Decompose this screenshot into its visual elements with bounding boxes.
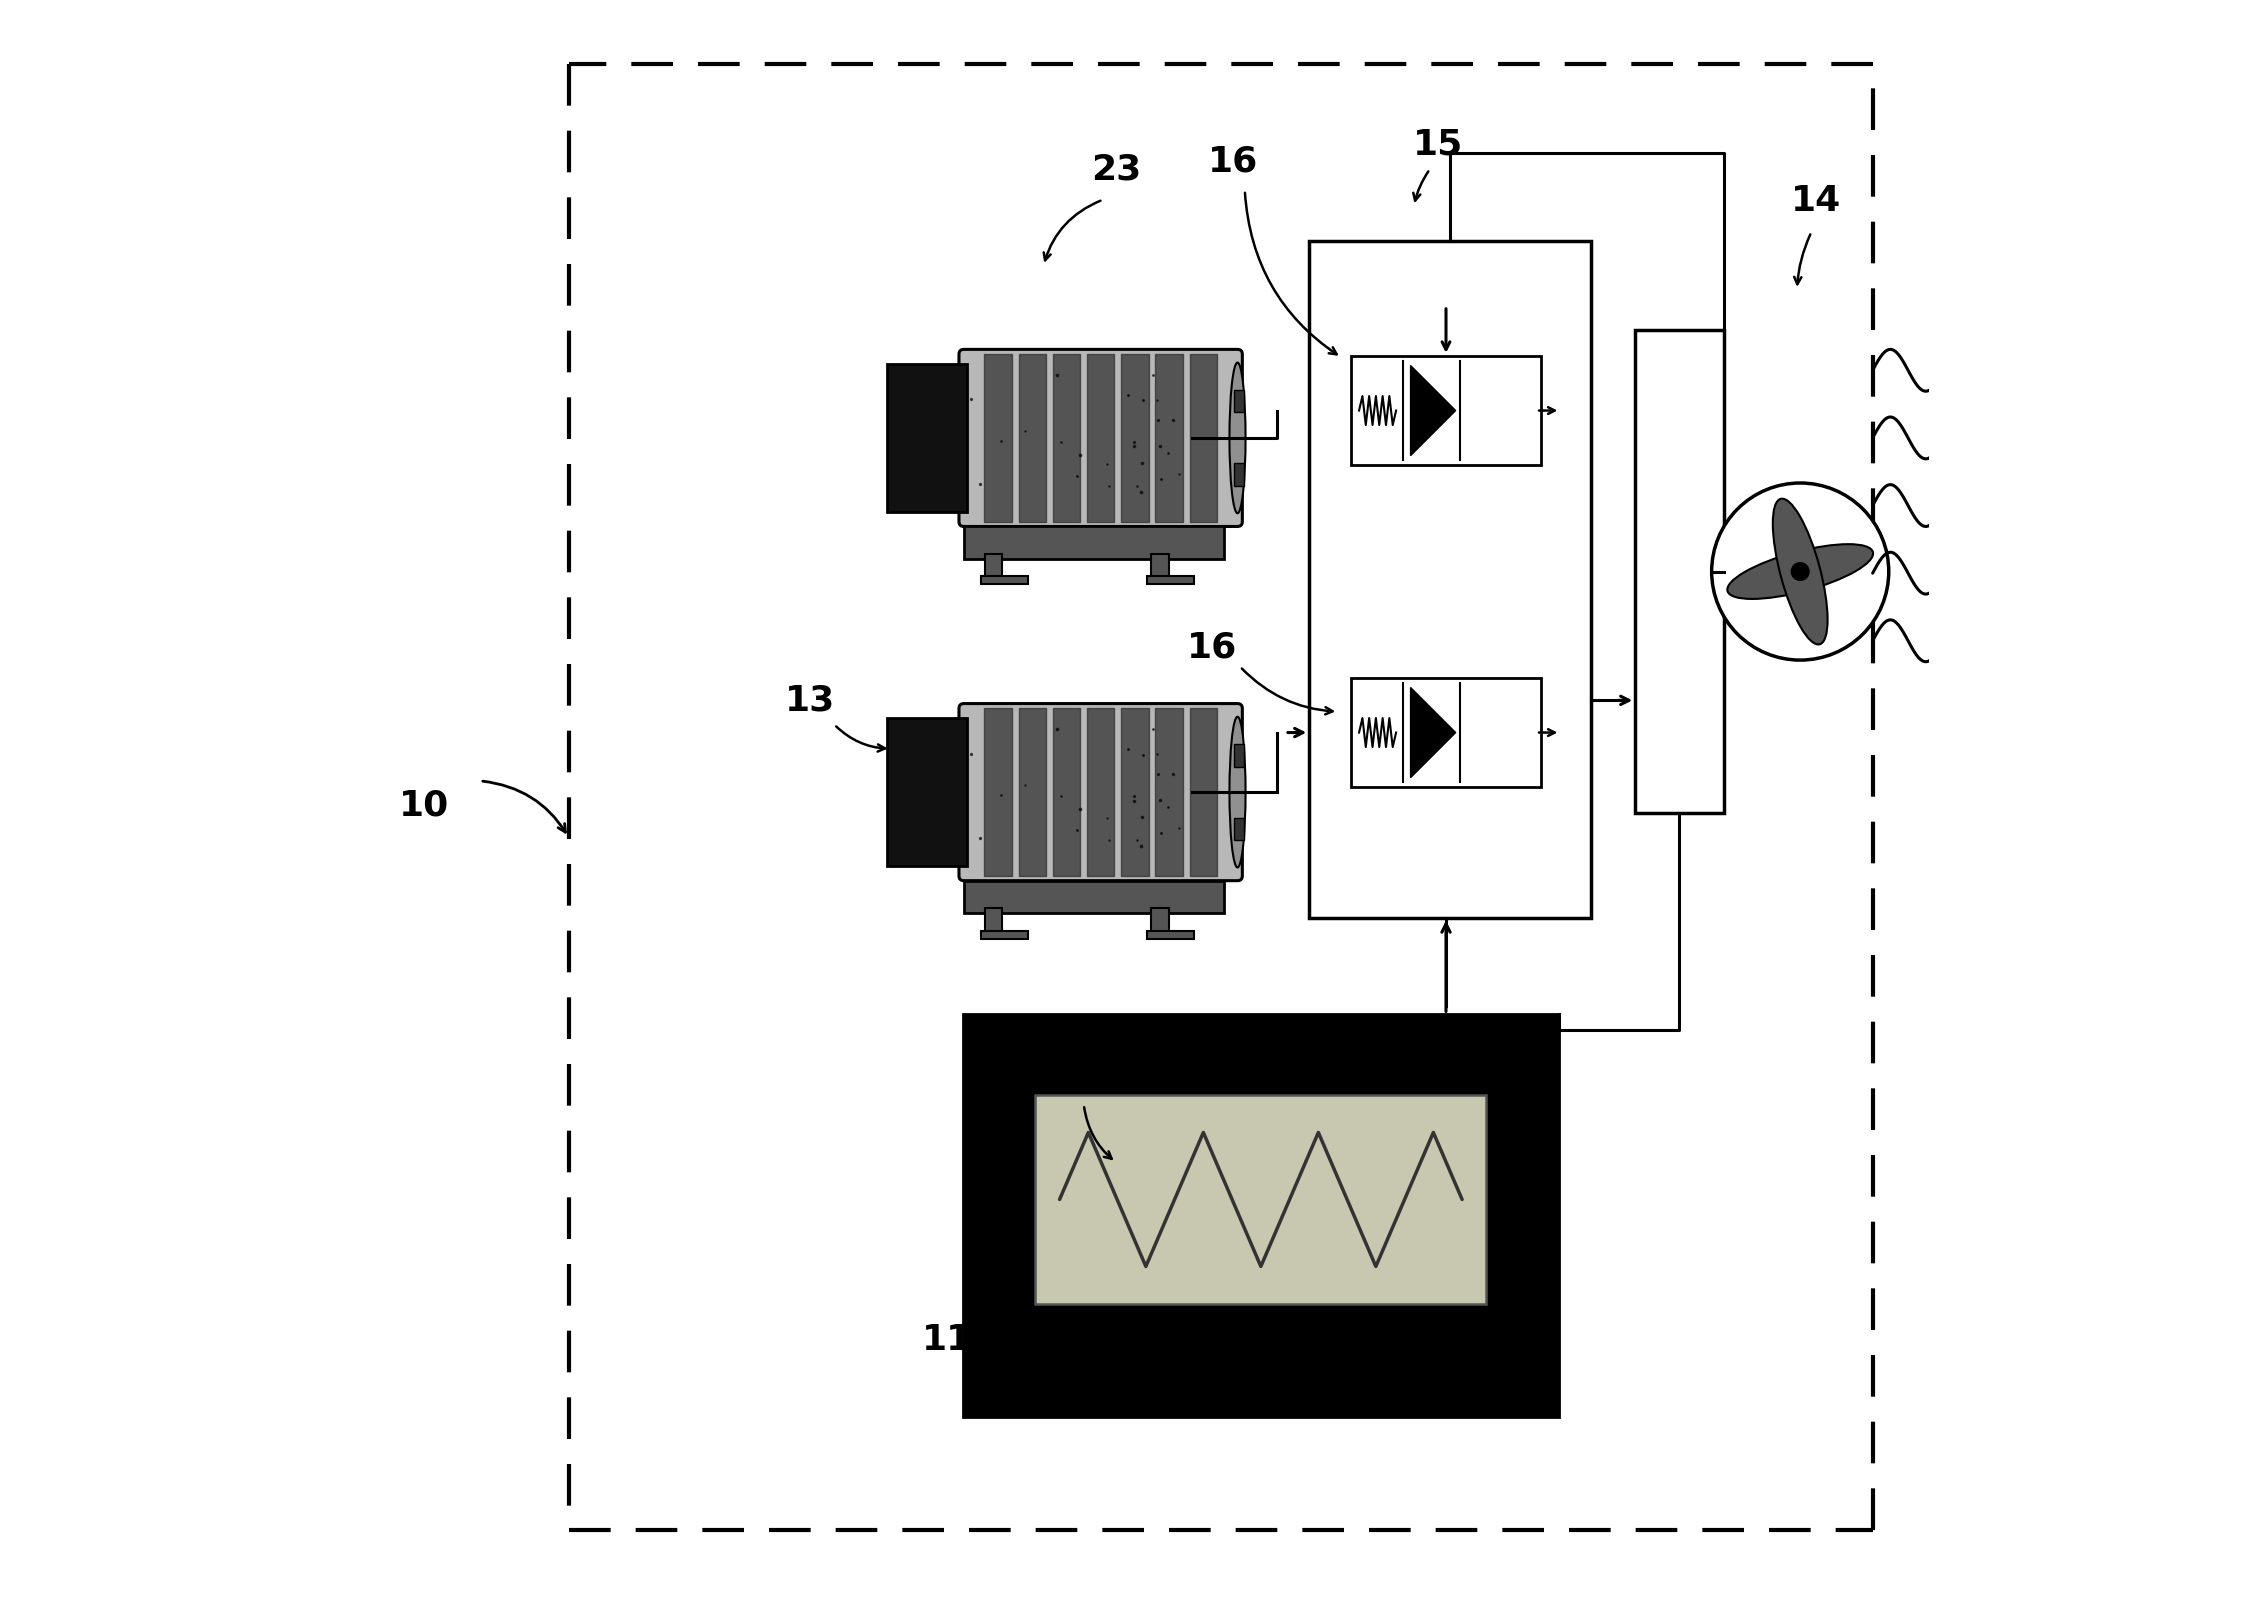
Bar (1146, 931, 1194, 939)
Bar (962, 1014, 1558, 1417)
Polygon shape (1409, 687, 1457, 778)
Bar (1351, 678, 1540, 787)
Ellipse shape (1230, 716, 1245, 868)
Bar (1234, 390, 1245, 412)
Bar (980, 931, 1027, 939)
FancyBboxPatch shape (960, 349, 1243, 526)
Circle shape (1792, 562, 1810, 580)
Bar (886, 364, 967, 512)
Bar (1634, 330, 1724, 813)
Bar (1151, 554, 1169, 583)
Bar (985, 908, 1003, 937)
Bar (1151, 908, 1169, 937)
Ellipse shape (1726, 544, 1873, 599)
Text: 16: 16 (1209, 143, 1259, 179)
Bar (985, 554, 1003, 583)
Text: 12: 12 (1048, 1061, 1097, 1096)
Bar (1146, 576, 1194, 584)
Text: 23: 23 (1090, 151, 1142, 187)
Bar (980, 576, 1027, 584)
Bar (1234, 464, 1245, 486)
Text: 14: 14 (1792, 184, 1841, 219)
Text: 16: 16 (1187, 630, 1239, 665)
Text: 10: 10 (398, 787, 450, 823)
Bar (1351, 356, 1540, 465)
FancyBboxPatch shape (960, 704, 1243, 881)
Polygon shape (1409, 365, 1457, 456)
Bar (964, 881, 1223, 913)
Bar (886, 718, 967, 866)
Bar (1234, 818, 1245, 840)
Bar (1036, 1095, 1486, 1304)
Bar (964, 526, 1223, 559)
Bar (1308, 242, 1592, 918)
Text: 11: 11 (922, 1322, 971, 1357)
Bar (1234, 744, 1245, 766)
Circle shape (1711, 483, 1888, 660)
Text: 15: 15 (1412, 127, 1463, 163)
Ellipse shape (1774, 499, 1828, 644)
Ellipse shape (1230, 362, 1245, 514)
Text: 13: 13 (785, 683, 836, 718)
